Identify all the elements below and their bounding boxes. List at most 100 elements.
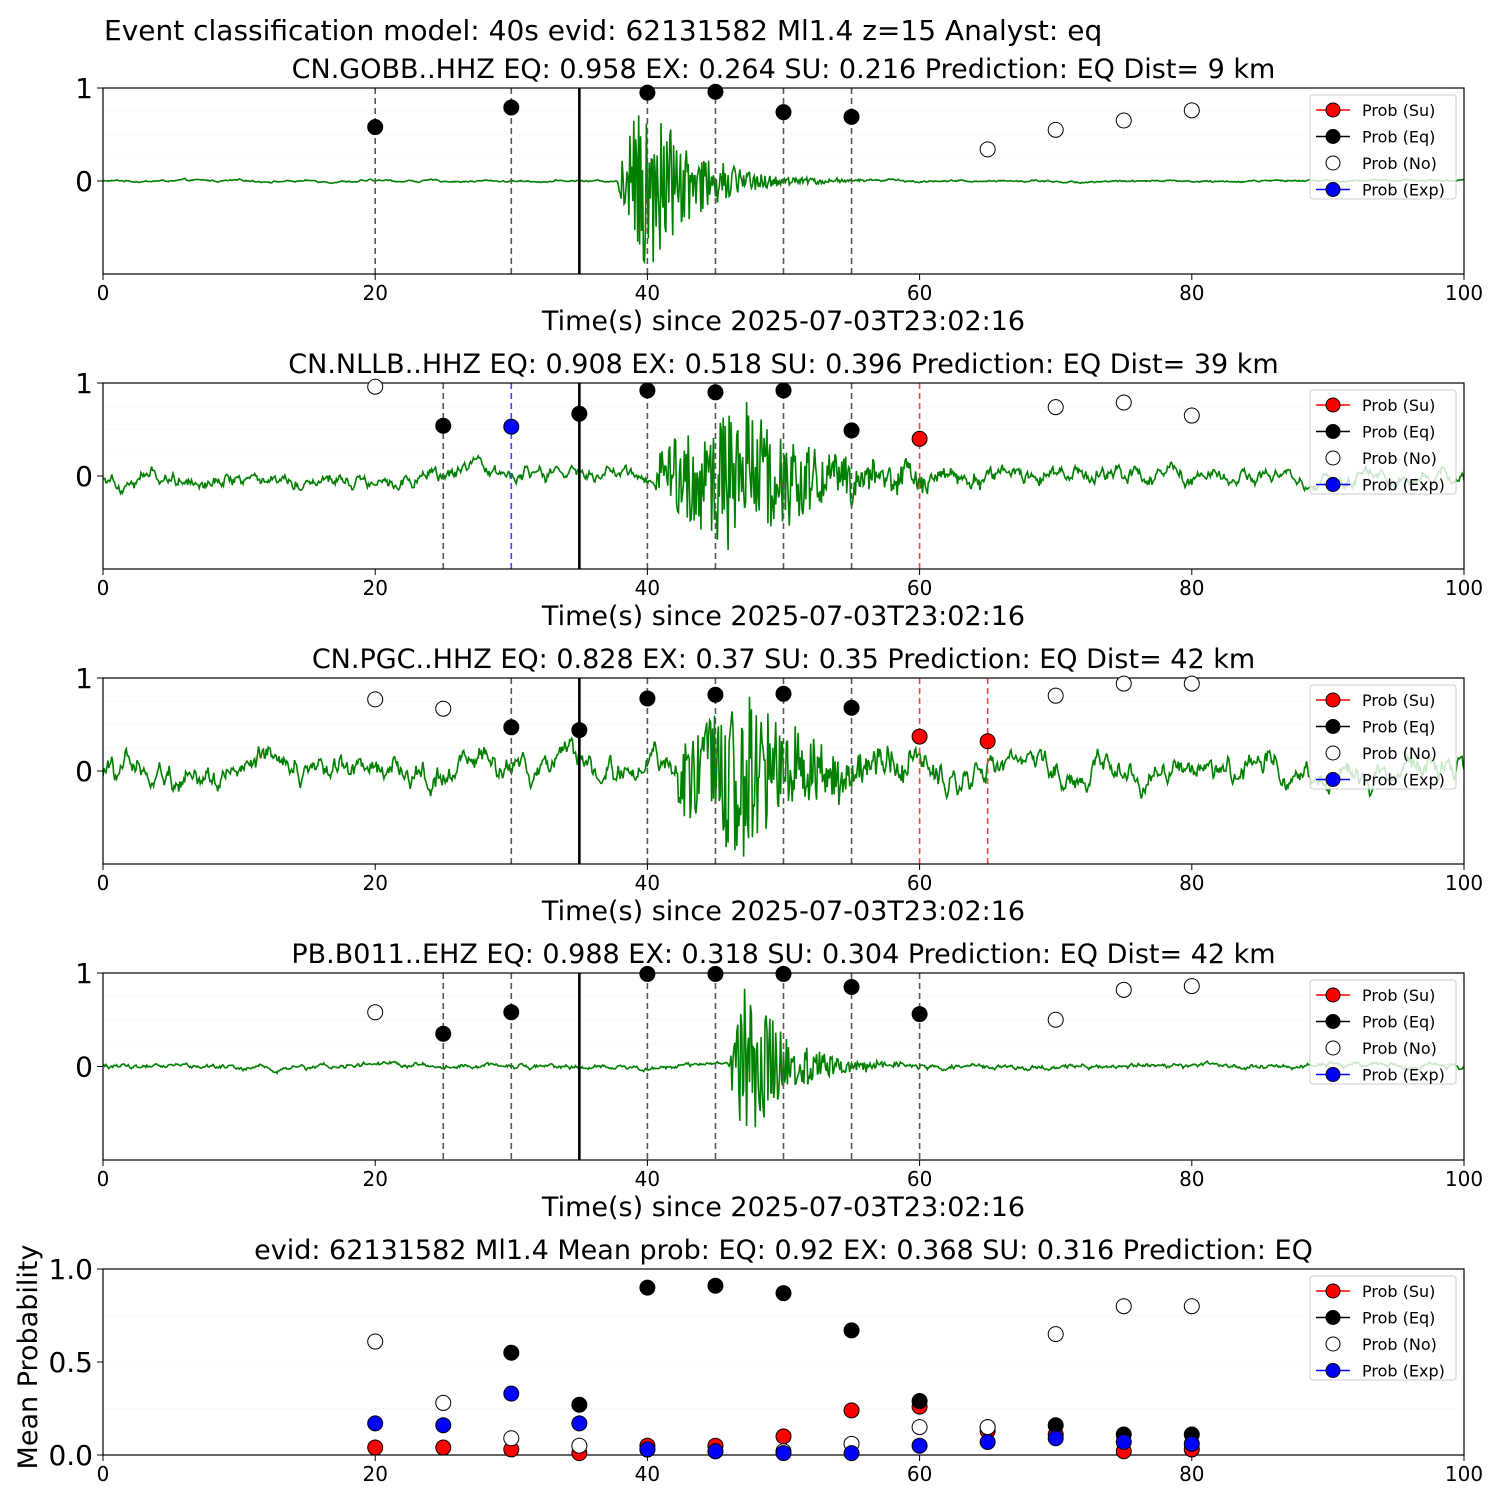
x-tick-label: 40 — [635, 1167, 660, 1191]
point-eq — [639, 84, 656, 101]
legend-marker-eq — [1325, 1310, 1341, 1325]
legend-marker-su — [1325, 1283, 1341, 1299]
point-exp — [503, 1385, 520, 1402]
legend-marker-su — [1325, 692, 1341, 708]
point-eq — [843, 422, 860, 439]
point-no — [1115, 981, 1132, 998]
data-points — [367, 83, 1200, 158]
point-exp — [639, 1441, 656, 1458]
point-exp — [911, 1437, 928, 1454]
point-eq — [707, 686, 724, 703]
x-tick-label: 80 — [1179, 871, 1204, 895]
x-tick-label: 60 — [907, 1462, 932, 1486]
x-tick-label: 40 — [635, 1462, 660, 1486]
point-su — [775, 1428, 792, 1445]
x-tick-label: 60 — [907, 281, 932, 305]
legend: Prob (Su) Prob (Eq) Prob (No) Prob (Exp) — [1309, 94, 1457, 200]
legend: Prob (Su) Prob (Eq) Prob (No) Prob (Exp) — [1309, 684, 1457, 790]
legend-frame — [1309, 1275, 1457, 1381]
waveform-trace — [103, 988, 1464, 1128]
plot-area — [103, 383, 1464, 569]
legend-label-exp: Prob (Exp) — [1362, 476, 1445, 495]
point-no — [1047, 1011, 1064, 1028]
legend-marker-exp — [1325, 1363, 1341, 1378]
legend: Prob (Su) Prob (Eq) Prob (No) Prob (Exp) — [1309, 1275, 1457, 1381]
y-tick-label: 1 — [75, 367, 93, 400]
x-axis-label: Time(s) since 2025-07-03T23:02:16 — [541, 601, 1025, 632]
legend-label-eq: Prob (Eq) — [1362, 423, 1435, 442]
point-eq — [843, 979, 860, 996]
legend-marker-no — [1325, 1040, 1341, 1056]
plot-area — [103, 973, 1464, 1160]
subplot-1: 0 20 40 60 80 100 0 1 CN.GOBB..HHZ EQ: 0.958 EX:… — [75, 54, 1483, 337]
point-no — [1047, 399, 1064, 416]
y-tick-label: 1 — [75, 957, 93, 990]
legend-label-no: Prob (No) — [1362, 1335, 1437, 1354]
data-points — [367, 675, 1200, 750]
point-no — [1183, 102, 1200, 119]
point-exp — [979, 1433, 996, 1450]
x-tick-label: 0 — [97, 281, 110, 305]
x-tick-label: 0 — [97, 1462, 110, 1486]
legend-label-exp: Prob (Exp) — [1362, 1362, 1445, 1381]
point-no — [1115, 1298, 1132, 1315]
legend-label-eq: Prob (Eq) — [1362, 1309, 1435, 1328]
point-no — [367, 1333, 384, 1350]
data-points — [367, 965, 1200, 1042]
point-exp — [503, 418, 520, 435]
point-no — [1115, 675, 1132, 692]
subplot-title: CN.GOBB..HHZ EQ: 0.958 EX: 0.264 SU: 0.2… — [292, 54, 1276, 85]
x-axis-label: Time(s) since 2025-07-03T23:02:16 — [541, 306, 1025, 337]
y-tick-label: 0.5 — [48, 1346, 93, 1379]
legend-label-su: Prob (Su) — [1362, 986, 1435, 1005]
x-tick-label: 0 — [97, 576, 110, 600]
x-tick-label: 80 — [1179, 1462, 1204, 1486]
x-axis-label: Time(s) since 2025-07-03T23:02:16 — [541, 896, 1025, 927]
x-tick-label: 100 — [1445, 871, 1483, 895]
legend-frame — [1309, 389, 1457, 495]
x-tick-label: 20 — [362, 281, 387, 305]
point-eq — [911, 1006, 928, 1023]
data-points — [367, 1277, 1200, 1462]
point-eq — [503, 1344, 520, 1361]
legend-label-exp: Prob (Exp) — [1362, 1066, 1445, 1085]
point-eq — [707, 965, 724, 982]
point-eq — [707, 384, 724, 401]
legend-marker-su — [1325, 397, 1341, 413]
legend-marker-no — [1325, 450, 1341, 466]
point-exp — [707, 1443, 724, 1460]
point-eq — [435, 417, 452, 434]
point-su — [911, 728, 928, 745]
x-tick-label: 60 — [907, 871, 932, 895]
subplot-3: 0 20 40 60 80 100 0 1 CN.PGC..HHZ EQ: 0.828 EX: … — [75, 644, 1483, 927]
y-tick-label: 0 — [75, 460, 93, 493]
legend-label-no: Prob (No) — [1362, 1039, 1437, 1058]
x-tick-label: 40 — [635, 576, 660, 600]
point-eq — [571, 1396, 588, 1413]
point-su — [911, 430, 928, 447]
x-tick-label: 0 — [97, 871, 110, 895]
point-exp — [1115, 1433, 1132, 1450]
y-tick-label: 0 — [75, 1051, 93, 1084]
legend-label-su: Prob (Su) — [1362, 101, 1435, 120]
x-tick-label: 100 — [1445, 576, 1483, 600]
point-eq — [911, 1393, 928, 1410]
x-tick-label: 40 — [635, 281, 660, 305]
x-tick-label: 80 — [1179, 1167, 1204, 1191]
plot-area — [103, 1315, 1464, 1409]
y-tick-label: 1 — [75, 72, 93, 105]
point-exp — [367, 1415, 384, 1432]
figure-suptitle: Event classification model: 40s evid: 62… — [104, 14, 1102, 47]
subplot-5: 0 20 40 60 80 100 0.0 0.5 1.0 evid: 62131582 Ml1.… — [13, 1235, 1483, 1486]
point-no — [1183, 407, 1200, 424]
y-tick-label: 1.0 — [48, 1253, 93, 1286]
y-tick-label: 0 — [75, 755, 93, 788]
y-tick-label: 0.0 — [48, 1439, 93, 1472]
point-eq — [843, 1322, 860, 1339]
x-tick-label: 80 — [1179, 281, 1204, 305]
data-points — [367, 378, 1200, 447]
legend-frame — [1309, 94, 1457, 200]
point-exp — [1047, 1430, 1064, 1447]
point-no — [1183, 978, 1200, 995]
